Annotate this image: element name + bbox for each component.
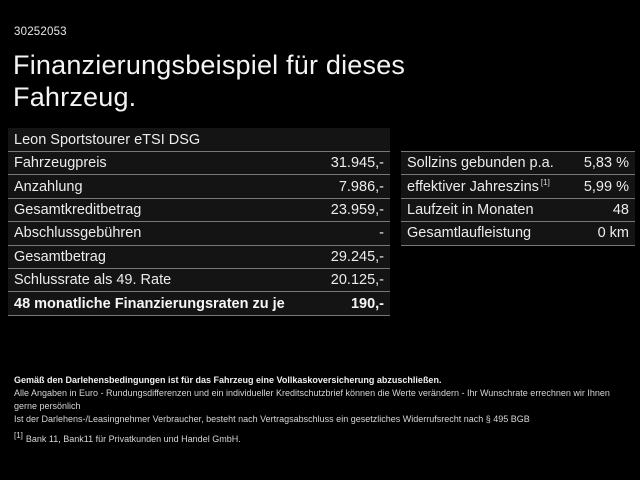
row-label: Schlussrate als 49. Rate [14,272,172,289]
row-value: 29.245,- [330,248,384,265]
page-title: Finanzierungsbeispiel für dieses Fahrzeu… [13,50,406,112]
row-label: Gesamtlaufleistung [407,225,532,242]
table-row-sollzins: Sollzins gebunden p.a. 5,83 % [401,151,635,175]
row-label: Gesamtbetrag [14,248,106,265]
fine-print-disclaimer-2: Ist der Darlehens-/Leasingnehmer Verbrau… [14,414,530,424]
row-value: 190,- [350,295,384,312]
row-label: effektiver Jahreszins [1] [407,177,550,195]
row-label: Abschlussgebühren [14,225,142,242]
footnote-marker: [1] [14,431,23,440]
row-value: 7.986,- [338,178,384,195]
row-label: Anzahlung [14,178,83,195]
table-row-gesamtkreditbetrag: Gesamtkreditbetrag 23.959,- [8,197,390,222]
row-value: 5,99 % [583,178,629,195]
footnote-text: Bank 11, Bank11 für Privatkunden und Han… [25,434,241,444]
row-label: 48 monatliche Finanzierungsraten zu je [14,295,285,312]
table-row-monatsrate: 48 monatliche Finanzierungsraten zu je 1… [8,291,390,315]
table-row-fahrzeugpreis: Fahrzeugpreis 31.945,- [8,151,390,175]
vehicle-model-header: Leon Sportstourer eTSI DSG [8,128,390,151]
fine-print: Gemäß den Darlehensbedingungen ist für d… [14,374,632,446]
row-value: - [379,225,384,242]
row-label: Fahrzeugpreis [14,155,107,172]
table-row-gesamtbetrag: Gesamtbetrag 29.245,- [8,244,390,268]
row-value: 31.945,- [330,155,384,172]
table-row-effektiver-jahreszins: effektiver Jahreszins [1] 5,99 % [401,174,635,198]
table-row-gesamtlaufleistung: Gesamtlaufleistung 0 km [401,221,635,245]
table-row-anzahlung: Anzahlung 7.986,- [8,174,390,198]
vehicle-model-label: Leon Sportstourer eTSI DSG [14,131,201,148]
financing-table: Fahrzeugpreis 31.945,- Anzahlung 7.986,-… [8,151,390,316]
row-label: Laufzeit in Monaten [407,201,534,218]
footnote-marker: [1] [540,177,550,187]
row-value: 5,83 % [583,155,629,172]
row-value: 23.959,- [330,201,384,218]
row-label-text: effektiver Jahreszins [407,178,539,195]
fine-print-footnote: [1] Bank 11, Bank11 für Privatkunden und … [14,431,632,446]
table-row-schlussrate: Schlussrate als 49. Rate 20.125,- [8,267,390,292]
fine-print-disclaimer-1: Alle Angaben in Euro - Rundungsdifferenz… [14,388,610,411]
row-value: 48 [612,201,629,218]
conditions-table: Sollzins gebunden p.a. 5,83 % effektiver… [401,151,635,246]
table-row-laufzeit: Laufzeit in Monaten 48 [401,197,635,222]
table-row-abschlussgebuehren: Abschlussgebühren - [8,221,390,245]
row-value: 0 km [597,225,629,242]
row-label: Sollzins gebunden p.a. [407,155,554,172]
document-number: 30252053 [14,26,67,38]
row-value: 20.125,- [330,272,384,289]
row-label: Gesamtkreditbetrag [14,201,142,218]
fine-print-insurance-note: Gemäß den Darlehensbedingungen ist für d… [14,375,442,385]
